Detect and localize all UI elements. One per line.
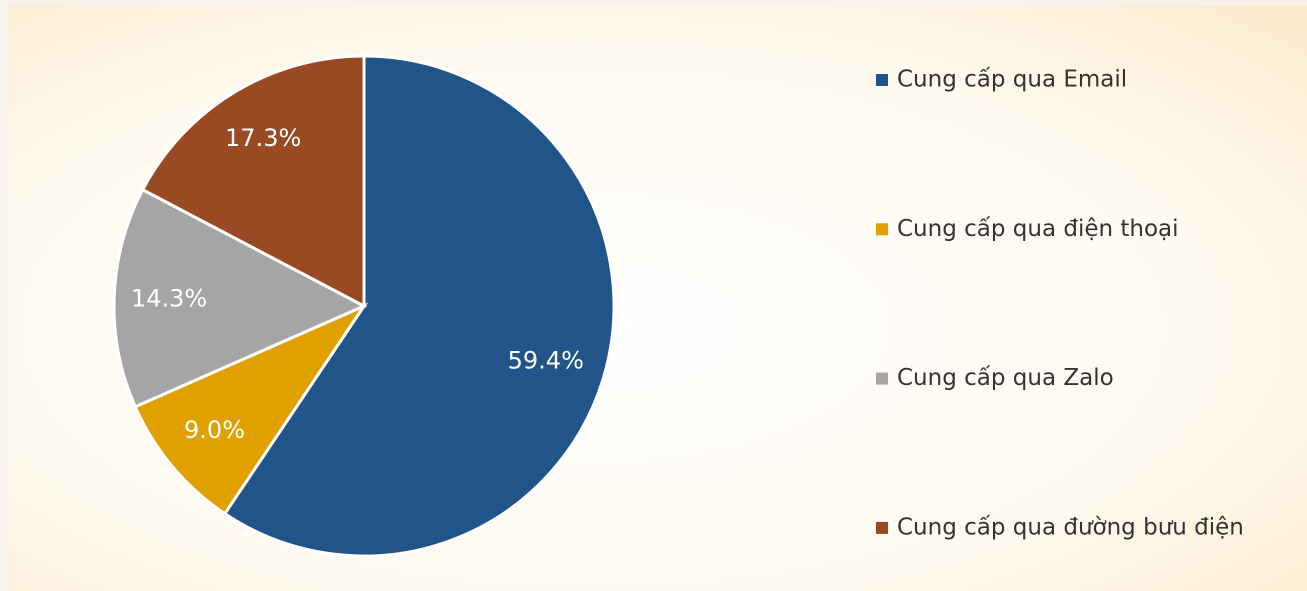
pie-slice — [222, 54, 616, 558]
legend-swatch — [876, 521, 888, 534]
legend-swatch — [876, 223, 888, 236]
data-label: 9.0% — [184, 416, 245, 444]
legend-label: Cung cấp qua điện thoại — [897, 216, 1179, 242]
legend-label: Cung cấp qua Email — [897, 67, 1127, 93]
pie-slice — [112, 187, 368, 409]
pie-slice — [133, 302, 369, 516]
legend-label: Cung cấp qua Zalo — [897, 365, 1114, 391]
data-label: 17.3% — [225, 124, 301, 152]
pie-slice — [140, 54, 366, 309]
legend-swatch — [876, 372, 888, 385]
legend-swatch — [876, 74, 888, 86]
legend-label: Cung cấp qua đường bưu điện — [897, 514, 1244, 540]
data-label: 59.4% — [508, 346, 584, 374]
data-label: 14.3% — [131, 284, 207, 312]
